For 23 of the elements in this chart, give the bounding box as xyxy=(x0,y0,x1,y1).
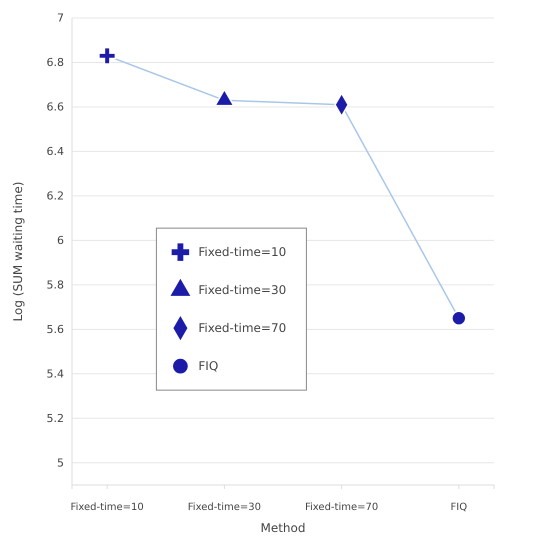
y-tick-label: 7 xyxy=(57,12,64,25)
y-tick-label: 6.4 xyxy=(46,144,64,158)
y-tick-label: 6 xyxy=(57,234,64,247)
legend-label: Fixed-time=10 xyxy=(198,245,286,260)
point xyxy=(451,310,466,326)
y-tick-label: 5.4 xyxy=(46,367,64,380)
y-tick-label: 6.6 xyxy=(46,100,64,114)
x-axis-title: Method xyxy=(260,521,306,535)
y-tick-label: 5.6 xyxy=(46,322,64,336)
x-tick-label: Fixed-time=10 xyxy=(70,502,144,514)
y-tick-label: 5 xyxy=(57,456,64,470)
point xyxy=(98,46,116,65)
y-axis-title: Log (SUM waiting time) xyxy=(11,182,25,322)
legend-label: Fixed-time=30 xyxy=(198,283,286,298)
x-tick-label: FIQ xyxy=(450,502,468,514)
legend-label: FIQ xyxy=(198,359,218,374)
y-tick-label: 6.2 xyxy=(46,189,64,202)
y-tick-label: 5.2 xyxy=(46,412,64,425)
y-tick-label: 5.8 xyxy=(46,278,64,292)
legend-label: Fixed-time=70 xyxy=(198,321,286,336)
x-tick-label: Fixed-time=30 xyxy=(188,502,261,514)
x-tick-label: Fixed-time=70 xyxy=(305,502,378,514)
y-tick-label: 6.8 xyxy=(46,56,64,69)
